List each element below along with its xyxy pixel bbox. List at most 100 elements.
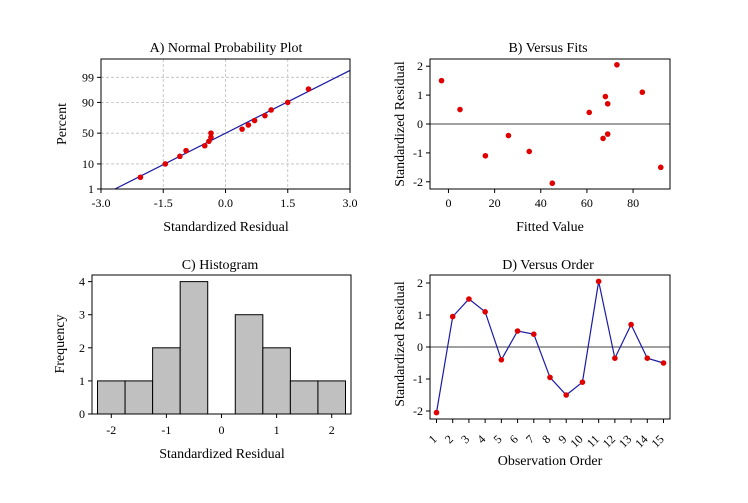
chart-c-bar (317, 380, 346, 415)
chart-a-y-ticks: 1 10 50 90 99 (82, 70, 101, 196)
chart-a-title: A) Normal Probability Plot (150, 41, 303, 56)
chart-d-y-tick-label: -2 (413, 404, 423, 418)
chart-d-point (482, 309, 488, 315)
chart-b-y-tick-label: 2 (417, 59, 423, 73)
chart-c-title: C) Histogram (182, 258, 259, 273)
chart-d-x-tick-label: 4 (474, 432, 488, 446)
chart-a-grid (100, 59, 351, 190)
chart-a-point (208, 130, 214, 136)
chart-a-point (305, 86, 312, 92)
chart-b-y-tick-label: 0 (417, 117, 423, 131)
chart-a-x-tick-label: -1.5 (154, 196, 173, 210)
chart-b-point (549, 180, 556, 187)
chart-d-x-tick-label: 8 (539, 432, 553, 446)
chart-d-x-tick-label: 1 (426, 432, 440, 446)
chart-b-point (505, 132, 512, 139)
chart-d-x-tick-label: 2 (442, 432, 456, 446)
panel-normal-probability: A) Normal Probability Plot -3.0 -1.5 0.0 1.… (55, 41, 358, 235)
chart-d-x-tick-label: 6 (507, 432, 521, 446)
chart-a-points (137, 86, 312, 181)
chart-a-point (251, 117, 258, 124)
chart-a-point (183, 147, 189, 154)
chart-b-point (482, 152, 489, 159)
chart-d-y-tick-label: -1 (413, 372, 423, 386)
chart-d-point (563, 392, 570, 398)
chart-d-points (433, 278, 667, 416)
chart-c-xlabel: Standardized Residual (159, 447, 285, 462)
chart-c-y-tick-label: 2 (79, 341, 85, 355)
chart-d-point (498, 357, 505, 363)
chart-b-point (600, 135, 606, 142)
chart-a-point (162, 161, 169, 167)
chart-c-y-tick-label: 3 (79, 308, 85, 322)
chart-c-bar (152, 347, 181, 415)
chart-d-point (530, 331, 537, 338)
chart-b-x-tick-label: 80 (627, 196, 639, 210)
chart-c-bar (289, 380, 319, 415)
chart-b-y-tick-label: -1 (413, 146, 423, 160)
chart-d-xlabel: Observation Order (498, 454, 603, 469)
chart-d-title: D) Versus Order (502, 258, 594, 273)
chart-a-point (262, 112, 268, 119)
chart-b-point (602, 93, 609, 100)
chart-b-point (604, 100, 611, 107)
chart-b-title: B) Versus Fits (508, 41, 587, 56)
chart-d-point (514, 328, 521, 334)
chart-a-y-tick-label: 10 (82, 157, 94, 171)
chart-b-point (614, 61, 620, 68)
chart-c-y-ticks: 0 1 2 3 4 (79, 275, 92, 421)
chart-c-x-tick-label: -1 (161, 423, 171, 437)
chart-a-y-tick-label: 50 (82, 126, 94, 140)
chart-c-x-tick-label: 0 (219, 423, 225, 437)
chart-d-y-tick-label: 1 (417, 308, 423, 322)
chart-b-y-ticks: 2 1 0 -1 -2 (413, 59, 430, 189)
chart-a-x-tick-label: 1.5 (280, 196, 295, 210)
chart-b-x-tick-label: 40 (535, 196, 547, 210)
chart-c-y-tick-label: 0 (79, 407, 85, 421)
chart-d-x-tick-label: 3 (458, 432, 472, 446)
chart-d-point (644, 355, 651, 362)
chart-d-point (628, 321, 634, 328)
chart-c-x-tick-label: -2 (106, 423, 116, 437)
chart-c-y-tick-label: 1 (79, 374, 85, 388)
chart-d-point (466, 296, 472, 302)
chart-d-y-tick-label: 0 (417, 340, 423, 354)
chart-a-point (245, 122, 252, 128)
chart-d-point (595, 278, 602, 285)
chart-b-point (438, 77, 445, 84)
chart-b-x-tick-label: 60 (581, 196, 593, 210)
chart-a-x-tick-label: 0.0 (218, 196, 233, 210)
chart-a-x-ticks: -3.0 -1.5 0.0 1.5 3.0 (92, 189, 358, 210)
chart-d-point (449, 313, 456, 320)
chart-c-bar (262, 347, 291, 415)
chart-a-point (208, 134, 214, 141)
chart-d-point (433, 409, 440, 416)
chart-c-bar (179, 281, 209, 415)
chart-c-x-ticks: -2 -1 0 1 2 (106, 414, 335, 437)
chart-a-point (284, 99, 291, 106)
chart-a-point (268, 107, 274, 113)
chart-b-x-tick-label: 20 (489, 196, 501, 210)
chart-b-x-tick-label: 0 (445, 196, 451, 210)
chart-a-x-tick-label: 3.0 (343, 196, 358, 210)
chart-c-ylabel: Frequency (53, 314, 68, 373)
chart-d-ylabel: Standardized Residual (393, 281, 408, 407)
chart-b-point (526, 148, 533, 155)
chart-d-y-tick-label: 2 (417, 276, 423, 290)
chart-a-point (201, 142, 208, 149)
chart-c-x-tick-label: 1 (274, 423, 280, 437)
chart-b-y-tick-label: 1 (417, 88, 423, 102)
chart-d-point (612, 355, 618, 362)
chart-c-bar (124, 380, 154, 415)
chart-a-fit-line (114, 69, 351, 190)
chart-a-x-tick-label: -3.0 (92, 196, 111, 210)
chart-d-point (660, 360, 667, 366)
chart-c-x-tick-label: 2 (329, 423, 335, 437)
chart-d-x-tick-label: 7 (523, 432, 537, 446)
chart-b-point (457, 106, 463, 113)
chart-d-y-ticks: 2 1 0 -1 -2 (413, 276, 430, 418)
chart-a-point (239, 126, 245, 132)
chart-b-x-ticks: 0 20 40 60 80 (445, 189, 639, 210)
